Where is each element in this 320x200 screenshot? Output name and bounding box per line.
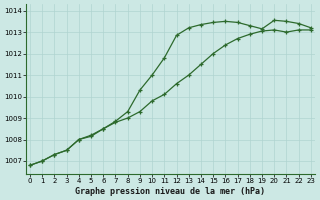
X-axis label: Graphe pression niveau de la mer (hPa): Graphe pression niveau de la mer (hPa) bbox=[76, 187, 266, 196]
